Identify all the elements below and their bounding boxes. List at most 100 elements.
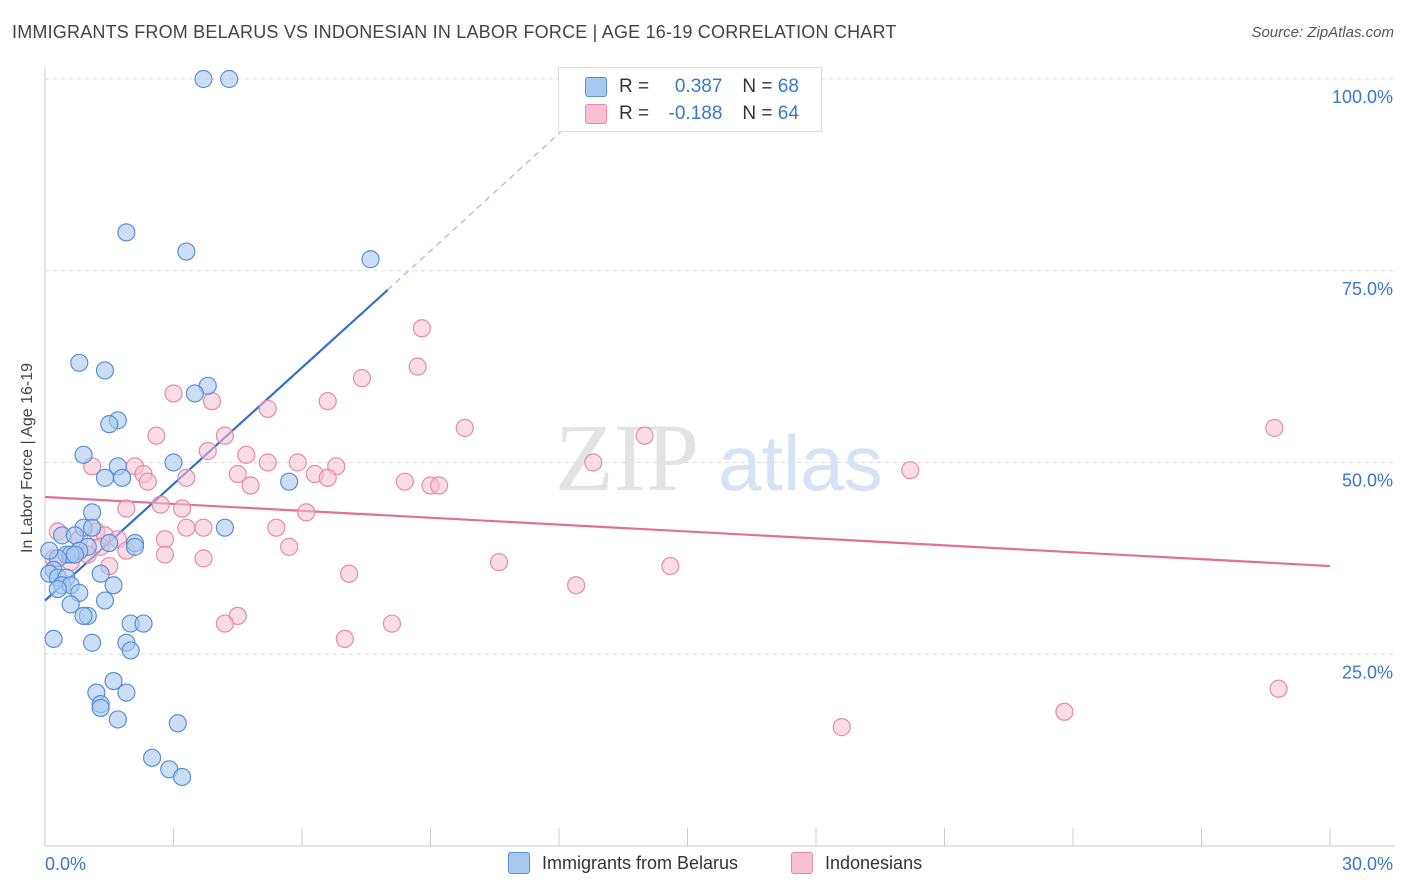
watermark-atlas: atlas [718,419,883,507]
belarus-point-2 [117,223,136,242]
belarus-point-5 [70,353,89,372]
indonesians-point-16 [584,453,603,472]
belarus-point-3 [177,242,196,261]
indonesians-point-20 [901,461,920,480]
trend-lines [44,93,1331,602]
belarus-point-10 [100,415,119,434]
indonesians-point-12 [198,441,217,461]
indonesians-point-11 [1265,418,1284,438]
indonesians-n-value: 64 [777,103,799,124]
belarus-points [40,69,380,787]
belarus-point-23 [100,533,119,553]
indonesians-point-54 [661,556,680,576]
belarus-r-value: 0.387 [674,76,723,97]
legend-row-indonesians: R = -0.188 N = 64 [585,103,799,125]
y-tick-label-100: 100.0% [1332,87,1393,107]
belarus-point-11 [74,445,93,464]
indonesians-point-46 [280,537,299,556]
indonesians-point-0 [412,319,432,338]
indonesians-point-13 [237,445,256,464]
indonesians-point-60 [335,629,354,649]
indonesians-point-48 [155,545,175,564]
belarus-point-4 [361,250,380,269]
belarus-point-49 [44,629,63,649]
indonesians-point-8 [147,426,166,445]
belarus-point-14 [95,468,115,487]
belarus-point-0 [194,69,213,89]
indonesians-point-29 [429,476,449,495]
belarus-point-46 [74,606,93,626]
indonesians-point-63 [1269,679,1288,698]
belarus-point-37 [91,564,110,583]
indonesians-point-27 [395,472,414,491]
indonesians-point-58 [215,614,234,633]
indonesians-point-25 [318,468,337,487]
belarus-point-41 [48,579,67,599]
belarus-point-16 [280,472,299,491]
belarus-swatch [585,77,607,97]
legend-item-belarus: Immigrants from Belarus [508,852,738,874]
indonesians-trend-line [44,495,1331,568]
indonesians-point-14 [258,453,277,472]
indonesians-swatch [585,104,607,124]
indonesians-r-value: -0.188 [668,103,723,124]
indonesians-point-55 [340,564,359,583]
y-tick-labels: 25.0% 50.0% 75.0% 100.0% [1332,87,1393,682]
indonesians-point-4 [202,392,222,411]
source-label: Source: ZipAtlas.com [1251,24,1394,41]
belarus-n-label: N = [742,76,773,97]
belarus-point-40 [104,576,123,595]
chart-title: IMMIGRANTS FROM BELARUS VS INDONESIAN IN… [12,22,897,42]
indonesians-point-5 [318,392,337,411]
indonesians-legend-label: Indonesians [825,852,923,873]
legend-item-indonesians: Indonesians [791,852,922,874]
indonesians-point-32 [117,499,136,518]
indonesians-point-62 [1055,702,1074,721]
stats-legend: R = 0.387 N = 68 R = -0.188 N = 64 [558,67,822,132]
indonesians-point-9 [215,426,234,445]
belarus-point-55 [117,683,136,702]
belarus-point-62 [172,767,192,787]
belarus-point-32 [40,541,59,560]
belarus-point-50 [83,633,102,652]
belarus-point-57 [91,698,110,718]
grid-lines [45,78,1395,655]
indonesians-point-36 [194,518,213,537]
belarus-point-53 [104,671,123,691]
belarus-trend-extension [387,93,603,291]
x-tick-labels: 0.0% 30.0% [45,854,1393,874]
belarus-point-44 [95,591,115,610]
belarus-point-25 [125,537,145,556]
indonesians-point-49 [194,549,213,568]
belarus-point-12 [164,453,183,472]
indonesians-point-10 [635,426,654,445]
indonesians-point-15 [288,453,307,472]
indonesians-point-31 [151,495,170,514]
belarus-point-19 [83,518,102,537]
indonesians-point-33 [297,503,316,522]
belarus-point-15 [112,468,132,487]
x-tick-label-min: 0.0% [45,854,86,874]
indonesians-point-1 [408,357,427,376]
belarus-r-label: R = [619,76,650,97]
indonesians-legend-swatch [791,852,813,874]
legend-row-belarus: R = 0.387 N = 68 [585,76,799,98]
bottom-legend: Immigrants from Belarus Indonesians [0,852,1406,876]
belarus-point-43 [61,595,80,614]
belarus-legend-swatch [508,852,530,874]
belarus-point-52 [121,641,140,660]
watermark-zip: ZIP [555,404,699,511]
belarus-point-20 [215,518,234,537]
indonesians-point-59 [382,614,402,633]
belarus-legend-label: Immigrants from Belarus [542,852,739,873]
belarus-point-6 [95,361,115,380]
belarus-point-60 [142,748,162,767]
belarus-n-value: 68 [777,76,799,97]
belarus-point-59 [168,714,187,733]
indonesians-point-56 [567,576,586,595]
belarus-point-8 [185,384,205,403]
indonesians-point-22 [228,464,247,484]
indonesians-point-30 [241,476,260,495]
indonesians-n-label: N = [742,103,773,124]
